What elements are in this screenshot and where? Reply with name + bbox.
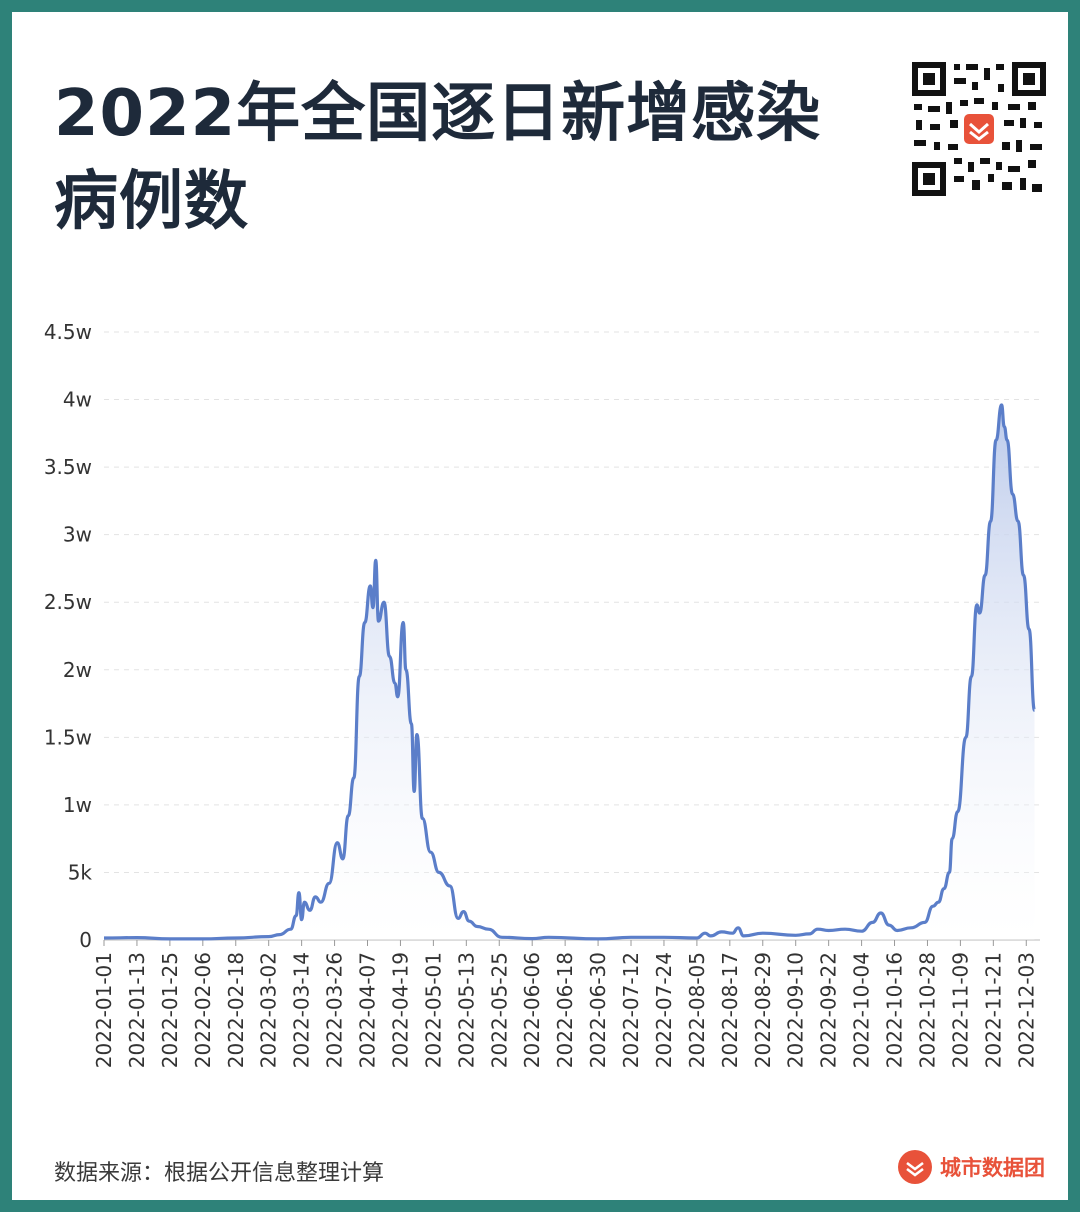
city-data-logo-icon: [898, 1150, 932, 1184]
x-tick-label: 2022-01-01: [92, 952, 116, 1068]
y-tick-label: 3w: [63, 523, 92, 547]
x-tick-label: 2022-07-12: [619, 952, 643, 1068]
y-tick-label: 0: [79, 928, 92, 952]
x-tick-label: 2022-05-25: [487, 952, 511, 1068]
x-tick-label: 2022-01-13: [125, 952, 149, 1068]
x-tick-label: 2022-11-09: [948, 952, 972, 1068]
brand-name: 城市数据团: [940, 1156, 1045, 1180]
x-tick-label: 2022-11-21: [981, 952, 1005, 1068]
x-tick-label: 2022-05-13: [454, 952, 478, 1068]
y-tick-label: 3.5w: [44, 455, 92, 479]
x-tick-label: 2022-06-18: [553, 952, 577, 1068]
x-tick-label: 2022-02-06: [191, 952, 215, 1068]
x-tick-label: 2022-07-24: [652, 952, 676, 1068]
x-tick-label: 2022-09-22: [817, 952, 841, 1068]
x-tick-label: 2022-01-25: [158, 952, 182, 1068]
y-tick-label: 4w: [63, 388, 92, 412]
x-tick-label: 2022-08-29: [751, 952, 775, 1068]
x-tick-label: 2022-06-30: [586, 952, 610, 1068]
qr-code-icon: [912, 62, 1046, 196]
x-tick-label: 2022-10-28: [915, 952, 939, 1068]
y-tick-label: 2.5w: [44, 590, 92, 614]
series-area: [104, 405, 1035, 940]
x-tick-label: 2022-10-16: [883, 952, 907, 1068]
data-source-note: 数据来源：根据公开信息整理计算: [54, 1161, 385, 1186]
line-chart: 0 5k 1w 1.5w 2w 2.5w 3w 3.5w 4w 4.5w 2022-01-01 20…: [44, 320, 1040, 1068]
x-tick-label: 2022-06-06: [520, 952, 544, 1068]
x-tick-label: 2022-10-04: [850, 952, 874, 1068]
x-tick-label: 2022-05-01: [421, 952, 445, 1068]
x-tick-label: 2022-03-14: [290, 952, 314, 1068]
x-tick-label: 2022-12-03: [1014, 952, 1038, 1068]
x-tick-label: 2022-03-02: [257, 952, 281, 1068]
x-tick-label: 2022-08-05: [685, 952, 709, 1068]
page-title: 2022年全国逐日新增感染病例数: [54, 77, 822, 239]
x-tick-label: 2022-04-19: [388, 952, 412, 1068]
chart-card: 2022年全国逐日新增感染病例数: [12, 12, 1068, 1200]
y-tick-label: 4.5w: [44, 320, 92, 344]
y-tick-label: 5k: [68, 860, 93, 884]
x-tick-label: 2022-04-07: [356, 952, 380, 1068]
y-tick-label: 1.5w: [44, 725, 92, 749]
brand: 城市数据团: [898, 1150, 1045, 1184]
x-tick-label: 2022-03-26: [323, 952, 347, 1068]
y-tick-label: 2w: [63, 658, 92, 682]
y-tick-label: 1w: [63, 793, 92, 817]
series-line: [103, 403, 1037, 941]
x-tick-label: 2022-02-18: [224, 952, 248, 1068]
x-tick-label: 2022-08-17: [718, 952, 742, 1068]
x-tick-label: 2022-09-10: [784, 952, 808, 1068]
